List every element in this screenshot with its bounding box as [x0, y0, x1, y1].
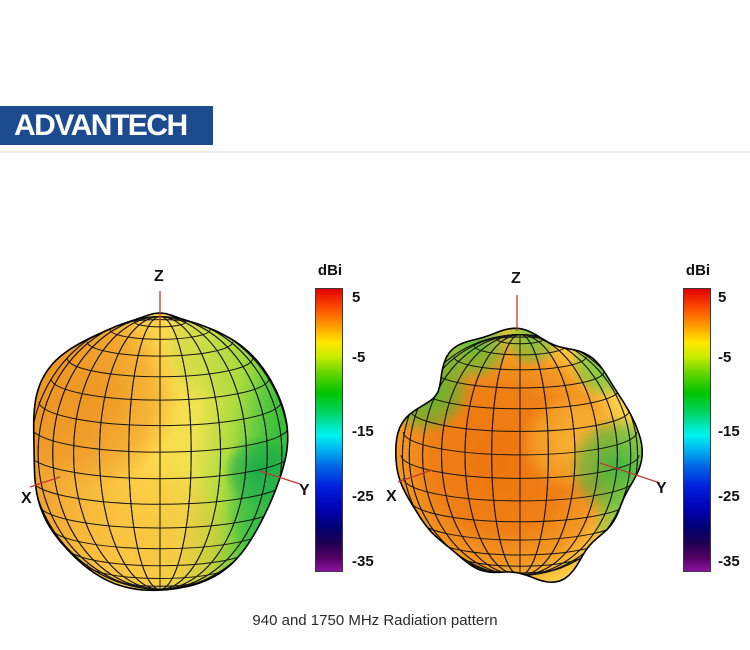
axis-label-y: Y: [656, 480, 667, 497]
axis-label-z: Z: [511, 270, 521, 287]
figure-caption: 940 and 1750 MHz Radiation pattern: [252, 612, 498, 629]
colorbar-title: dBi: [317, 262, 343, 279]
colorbar-tick: -25: [352, 488, 374, 506]
colorbar-tick: -5: [718, 349, 732, 366]
colorbar-gradient: [315, 288, 343, 572]
colorbar-tick: -5: [352, 349, 366, 366]
axis-label-x: X: [21, 490, 32, 507]
colorbar-tick: -15: [352, 422, 374, 440]
advantech-logo: ADVANTECH: [0, 106, 213, 145]
radiation-surface-940mhz: [29, 291, 301, 592]
header-divider: [0, 151, 750, 153]
colorbar-tick: -15: [718, 422, 740, 440]
axis-label-z: Z: [154, 268, 164, 285]
colorbar-tick: -25: [718, 488, 740, 506]
colorbar-title: dBi: [685, 262, 711, 279]
radiation-surface-1750mhz: [395, 295, 661, 584]
axis-label-y: Y: [299, 482, 310, 499]
colorbar-gradient: [683, 288, 711, 572]
colorbar-tick: -35: [718, 553, 740, 571]
advantech-logo-text: ADVANTECH: [14, 109, 188, 142]
colorbar-tick: -35: [352, 553, 374, 571]
colorbar-tick: 5: [718, 289, 727, 307]
colorbar-tick: 5: [352, 289, 361, 307]
axis-label-x: X: [386, 488, 397, 505]
